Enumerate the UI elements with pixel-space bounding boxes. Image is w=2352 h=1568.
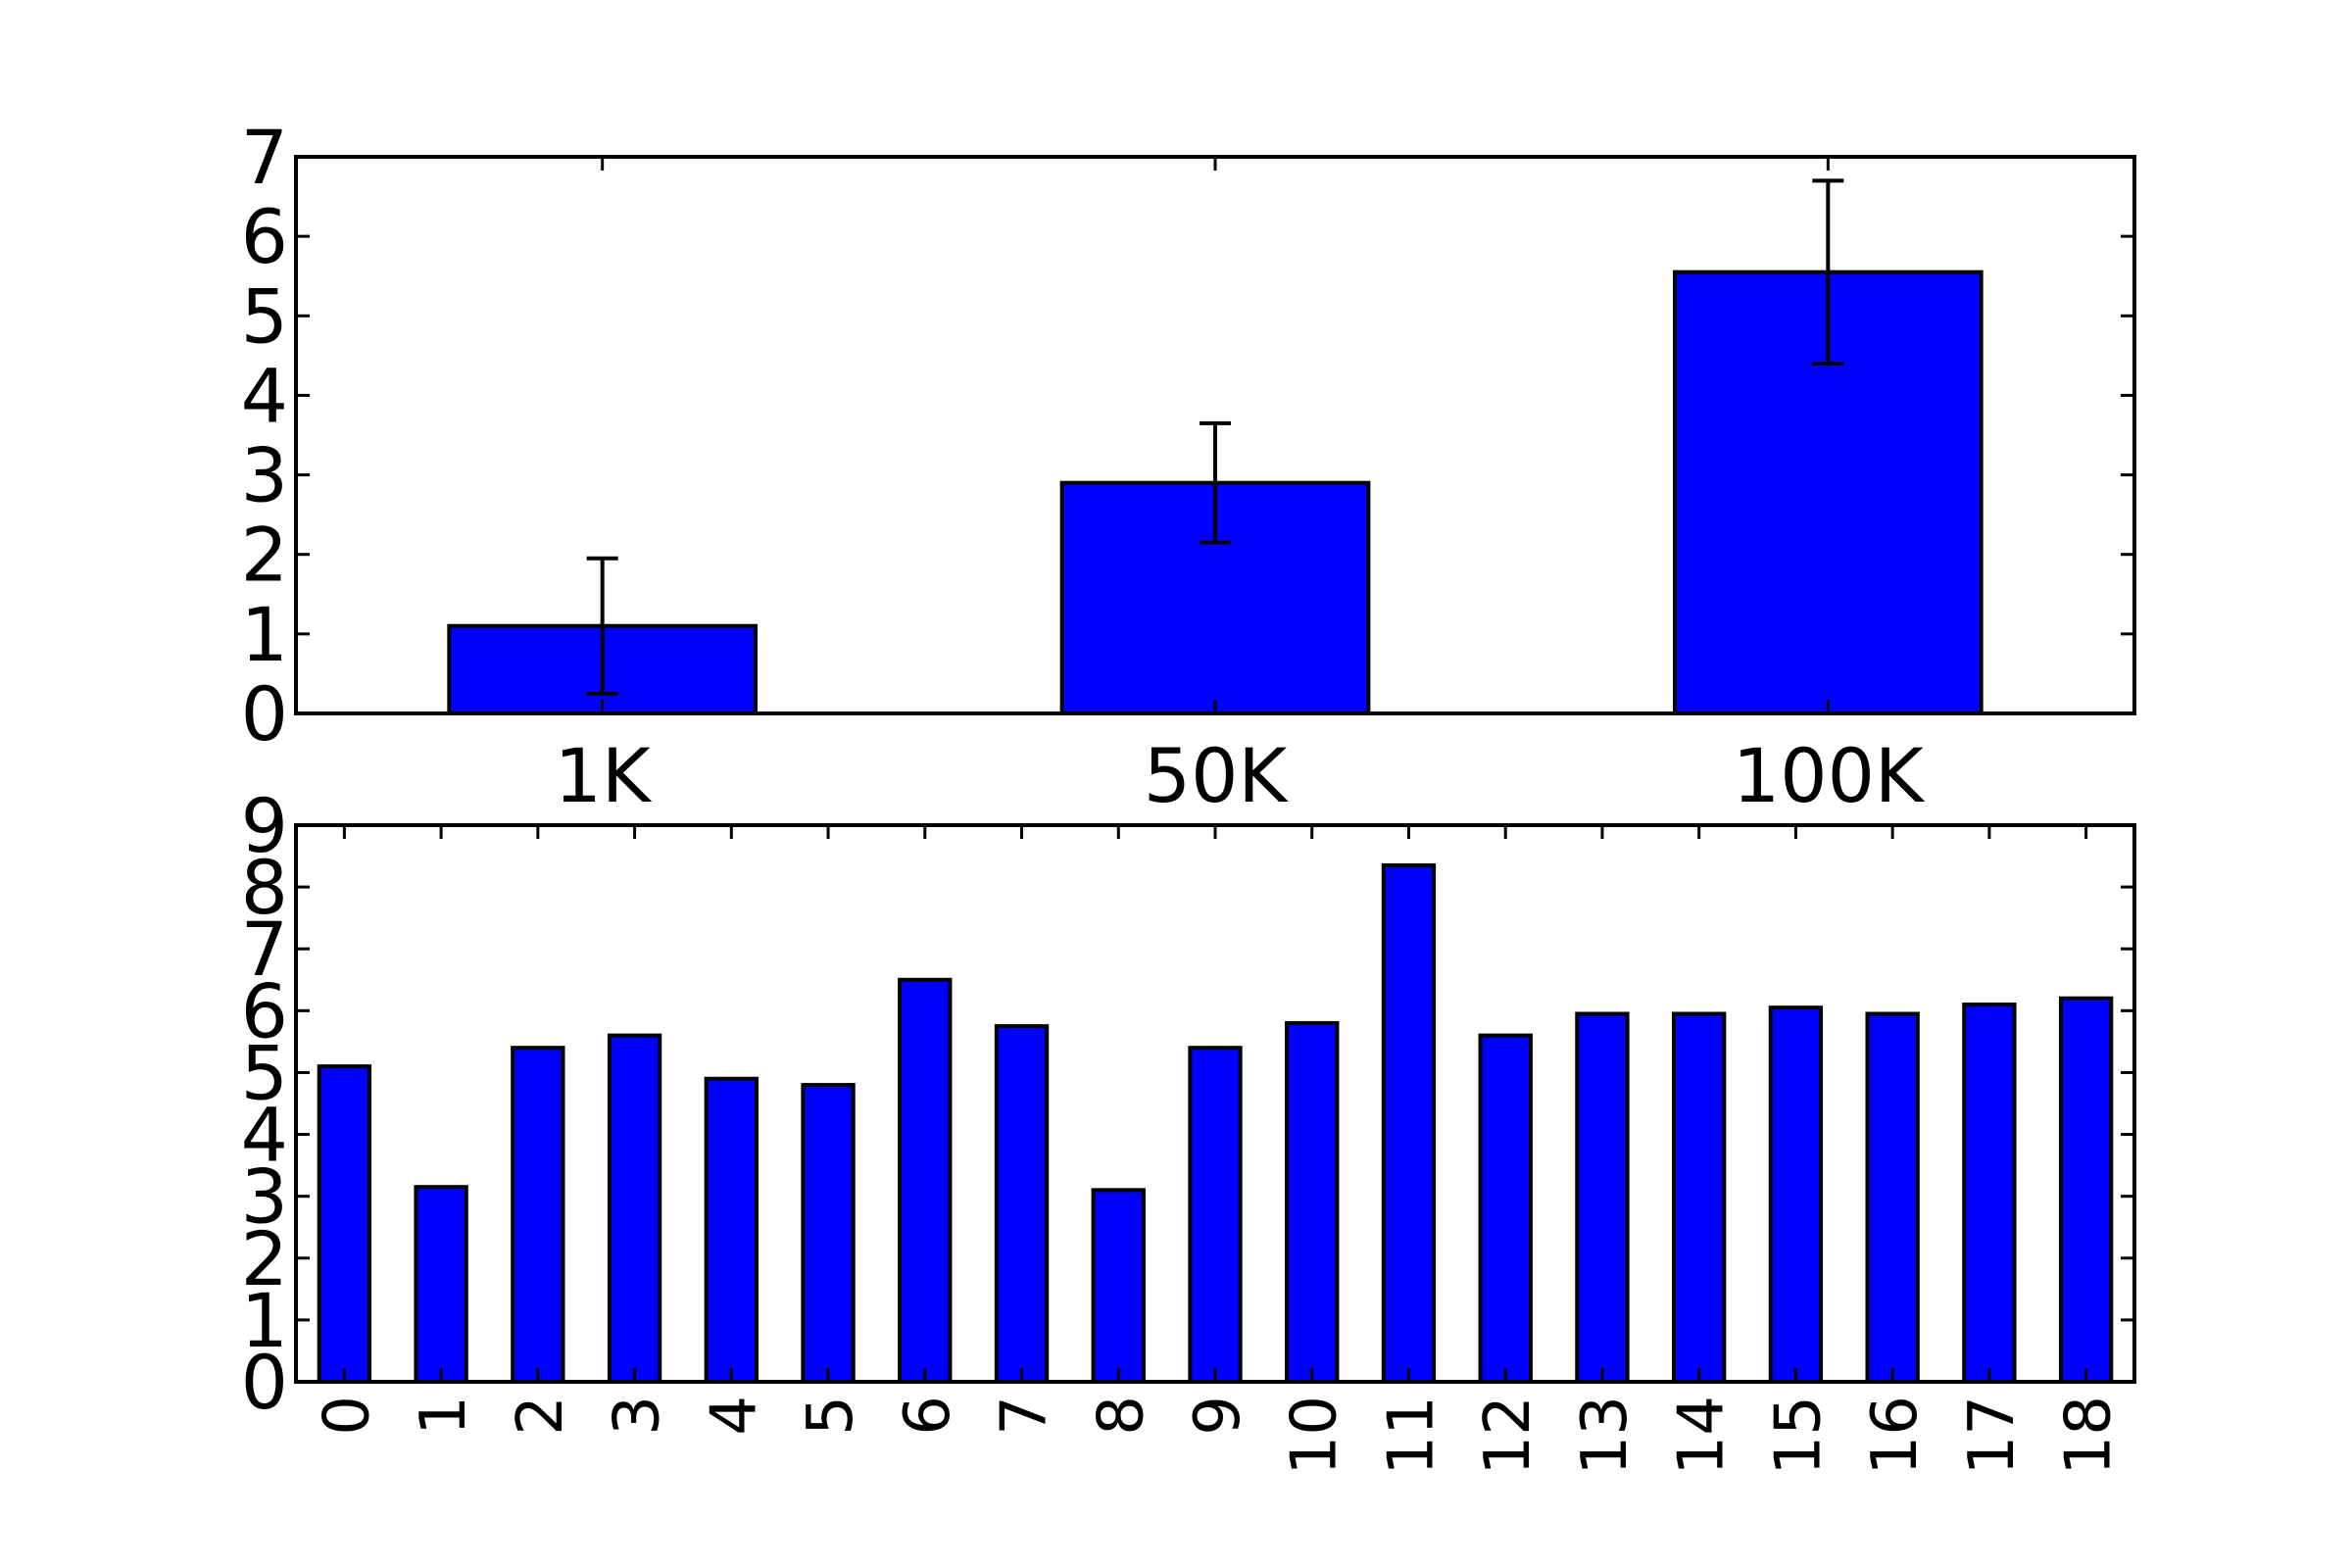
bottom-xtick-label: 7 [989, 1396, 1061, 1436]
top-ytick-label: 2 [241, 512, 288, 599]
bottom-xtick-label: 1 [408, 1396, 480, 1436]
top-axes-frame [294, 155, 2136, 715]
bottom-xtick-label: 18 [2053, 1396, 2126, 1475]
bottom-ytick-label: 0 [241, 1339, 288, 1426]
bottom-bar-3 [607, 1033, 662, 1384]
bottom-bar-11 [1381, 863, 1437, 1384]
top-ytick-label: 7 [241, 114, 288, 201]
bottom-xtick-label: 12 [1472, 1396, 1544, 1475]
top-error-bar-1K [586, 556, 618, 696]
top-ytick-label: 4 [241, 352, 288, 439]
bottom-ytick-label: 2 [241, 1215, 288, 1302]
bottom-xtick-label: 10 [1279, 1396, 1351, 1475]
bottom-xtick-label: 11 [1375, 1396, 1447, 1475]
bottom-xtick-label: 6 [892, 1396, 964, 1436]
bottom-bar-0 [317, 1064, 372, 1384]
bottom-bar-4 [704, 1076, 759, 1384]
bottom-xtick-label: 15 [1762, 1396, 1835, 1475]
bottom-bar-18 [2058, 996, 2114, 1385]
bottom-bar-17 [1962, 1003, 2017, 1385]
top-xtick-label: 1K [555, 732, 653, 819]
bottom-bar-5 [801, 1083, 856, 1384]
bottom-bar-16 [1865, 1011, 1920, 1384]
bottom-bar-6 [898, 977, 953, 1385]
bottom-ytick-label: 4 [241, 1092, 288, 1179]
top-xtick-label: 50K [1144, 732, 1290, 819]
bottom-xtick-label: 13 [1569, 1396, 1642, 1475]
top-error-bar-50K [1200, 420, 1231, 545]
bottom-ytick-label: 3 [241, 1153, 288, 1241]
bottom-xtick-label: 8 [1085, 1396, 1157, 1436]
bottom-xtick-label: 17 [1956, 1396, 2029, 1475]
bottom-bar-15 [1768, 1005, 1824, 1385]
bottom-xtick-label: 16 [1859, 1396, 1932, 1475]
bottom-xtick-label: 14 [1666, 1396, 1739, 1475]
bottom-xtick-label: 9 [1182, 1396, 1254, 1436]
bottom-ytick-label: 6 [241, 967, 288, 1054]
bottom-bar-13 [1575, 1011, 1630, 1384]
bottom-bar-7 [994, 1024, 1050, 1384]
bottom-xtick-label: 4 [698, 1396, 770, 1436]
top-error-bar-100K [1812, 178, 1844, 366]
bottom-bar-2 [511, 1046, 565, 1384]
bottom-ytick-label: 1 [241, 1277, 288, 1364]
bottom-ytick-label: 9 [241, 782, 288, 869]
bottom-ytick-label: 5 [241, 1029, 288, 1116]
bottom-xtick-label: 0 [311, 1396, 383, 1436]
bottom-bar-10 [1285, 1020, 1340, 1384]
bottom-ytick-label: 8 [241, 844, 288, 931]
bottom-bar-1 [414, 1185, 468, 1384]
top-ytick-label: 5 [241, 272, 288, 360]
top-ytick-label: 1 [241, 591, 288, 678]
bottom-bar-8 [1091, 1188, 1146, 1384]
bottom-axes-frame [294, 823, 2136, 1384]
top-xtick-label: 100K [1733, 732, 1926, 819]
bottom-ytick-label: 7 [241, 906, 288, 993]
bottom-bar-9 [1188, 1046, 1243, 1384]
bottom-xtick-label: 2 [505, 1396, 577, 1436]
bottom-bar-12 [1478, 1033, 1533, 1384]
bottom-xtick-label: 5 [795, 1396, 867, 1436]
top-ytick-label: 0 [241, 670, 288, 758]
top-ytick-label: 3 [241, 432, 288, 519]
bottom-bar-14 [1672, 1011, 1727, 1384]
bottom-xtick-label: 3 [602, 1396, 674, 1436]
top-ytick-label: 6 [241, 193, 288, 280]
